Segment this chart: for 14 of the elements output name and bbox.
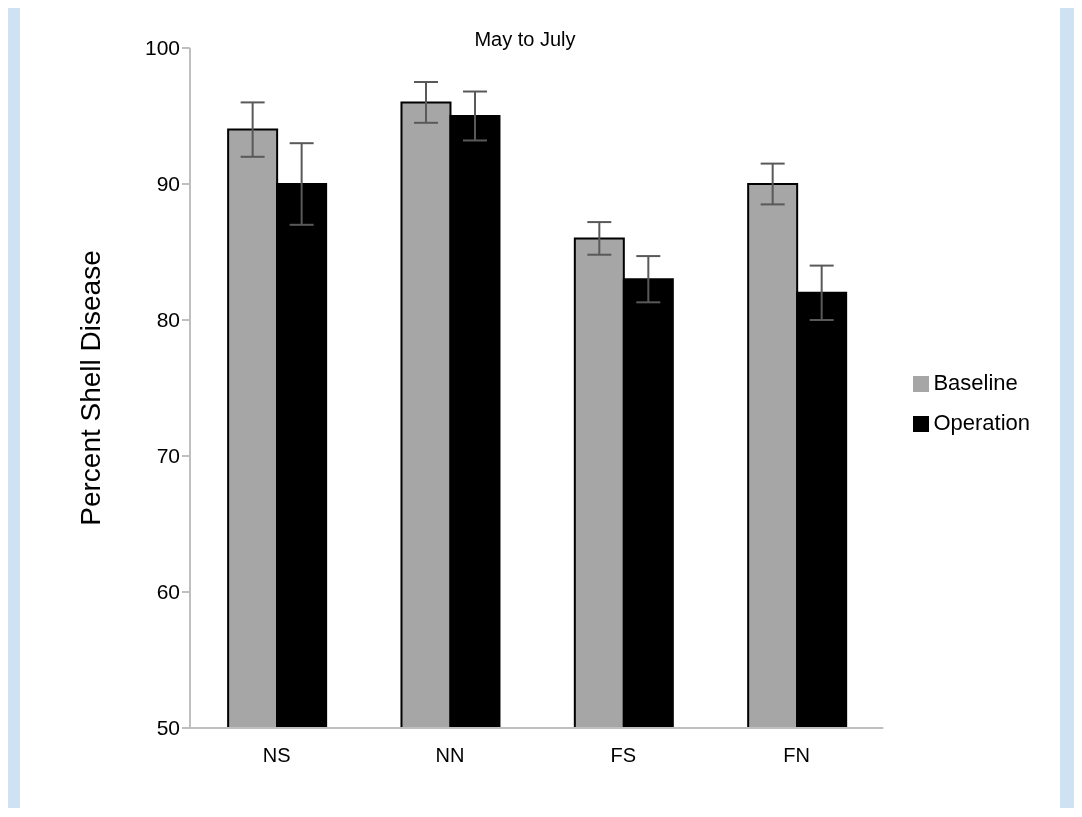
- chart-title: May to July: [473, 28, 577, 51]
- legend-label: Baseline: [933, 370, 1018, 395]
- x-tick-label: FN: [783, 744, 811, 767]
- x-tick-label: NN: [435, 744, 465, 767]
- legend-label: Operation: [933, 410, 1030, 435]
- y-axis-title: Percent Shell Disease: [74, 250, 106, 526]
- y-tick-label: 100: [144, 36, 180, 60]
- y-tick-label: 70: [156, 444, 180, 468]
- y-tick-label: 60: [156, 580, 180, 604]
- x-tick-label: NS: [262, 744, 291, 767]
- y-tick-label: 90: [156, 172, 180, 196]
- x-tick-label: FS: [610, 744, 637, 767]
- y-tick-label: 50: [156, 716, 180, 740]
- y-tick-label: 80: [156, 308, 180, 332]
